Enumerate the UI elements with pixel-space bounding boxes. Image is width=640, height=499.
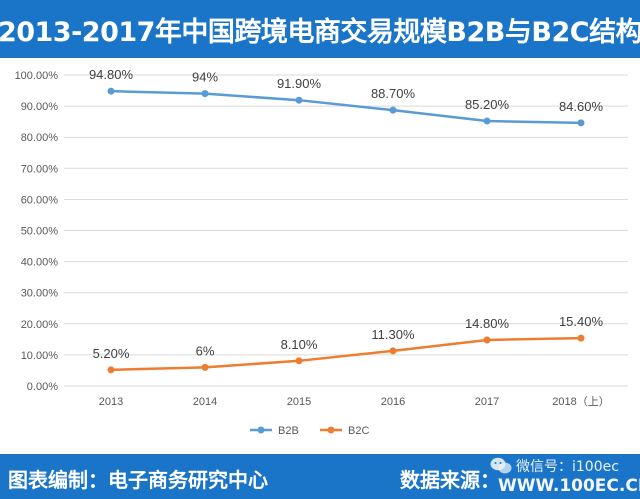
- footer-compiler: 图表编制：电子商务研究中心: [8, 468, 268, 492]
- legend-marker: [257, 426, 265, 434]
- series-line-b2b: [110, 89, 582, 125]
- y-tick-label: 50.00%: [21, 226, 59, 238]
- data-label: 5.20%: [93, 346, 130, 361]
- data-label: 94.80%: [89, 67, 134, 82]
- x-tick-label: 2018（上）: [552, 395, 609, 408]
- data-label: 88.70%: [371, 86, 416, 101]
- data-point: [295, 357, 303, 365]
- data-label: 85.20%: [465, 97, 510, 112]
- watermark-wechat: 微信号：i100ec: [490, 456, 619, 476]
- footer-source: 数据来源：: [400, 468, 500, 492]
- watermark-wechat-text: 微信号：i100ec: [516, 459, 619, 475]
- data-point: [483, 117, 491, 125]
- data-point: [483, 336, 491, 344]
- x-tick-label: 2013: [99, 396, 123, 408]
- data-point: [107, 87, 115, 95]
- data-point: [201, 90, 209, 98]
- x-tick-label: 2016: [381, 396, 405, 408]
- data-label: 14.80%: [465, 316, 510, 331]
- y-tick-label: 10.00%: [21, 350, 59, 362]
- chart-title: 2013-2017年中国跨境电商交易规模B2B与B2C结构: [0, 16, 640, 48]
- data-point: [577, 334, 585, 342]
- y-tick-label: 90.00%: [21, 101, 59, 113]
- y-tick-label: 0.00%: [27, 381, 58, 393]
- data-point: [295, 96, 303, 104]
- data-label: 15.40%: [559, 314, 604, 329]
- wechat-icon: [490, 457, 512, 474]
- legend-label-b2c: B2C: [348, 425, 369, 437]
- data-label: 91.90%: [277, 76, 322, 91]
- y-tick-label: 70.00%: [21, 163, 59, 175]
- x-tick-label: 2017: [475, 396, 499, 408]
- x-tick-label: 2014: [193, 396, 217, 408]
- data-point: [107, 366, 115, 374]
- y-tick-label: 20.00%: [21, 319, 59, 331]
- series-line-b2c: [110, 336, 582, 372]
- y-tick-label: 100.00%: [15, 70, 59, 82]
- title-bar: 2013-2017年中国跨境电商交易规模B2B与B2C结构: [0, 0, 640, 58]
- data-point: [389, 347, 397, 355]
- data-label: 6%: [196, 343, 215, 358]
- line-chart: 0.00% 10.00% 20.00% 30.00% 40.00% 50.00% 60.00…: [15, 67, 628, 437]
- x-tick-label: 2015: [287, 396, 311, 408]
- watermark-site: WWW.100EC.CN: [498, 476, 640, 496]
- data-point: [577, 119, 585, 127]
- y-tick-label: 30.00%: [21, 288, 59, 300]
- data-label: 94%: [192, 70, 218, 85]
- y-tick-label: 40.00%: [21, 257, 59, 269]
- data-label: 11.30%: [371, 327, 415, 342]
- data-point: [389, 106, 397, 114]
- legend-label-b2b: B2B: [278, 425, 299, 437]
- footer-bar: 图表编制：电子商务研究中心 数据来源： 微信号：i100ec WWW.100EC…: [0, 454, 640, 499]
- legend-marker: [327, 426, 335, 434]
- data-point: [201, 363, 209, 371]
- y-tick-label: 80.00%: [21, 132, 59, 144]
- chart-area: 0.00% 10.00% 20.00% 30.00% 40.00% 50.00% 60.00…: [0, 58, 640, 454]
- data-label: 84.60%: [559, 99, 604, 114]
- y-tick-label: 60.00%: [21, 194, 59, 206]
- data-label: 8.10%: [281, 337, 318, 352]
